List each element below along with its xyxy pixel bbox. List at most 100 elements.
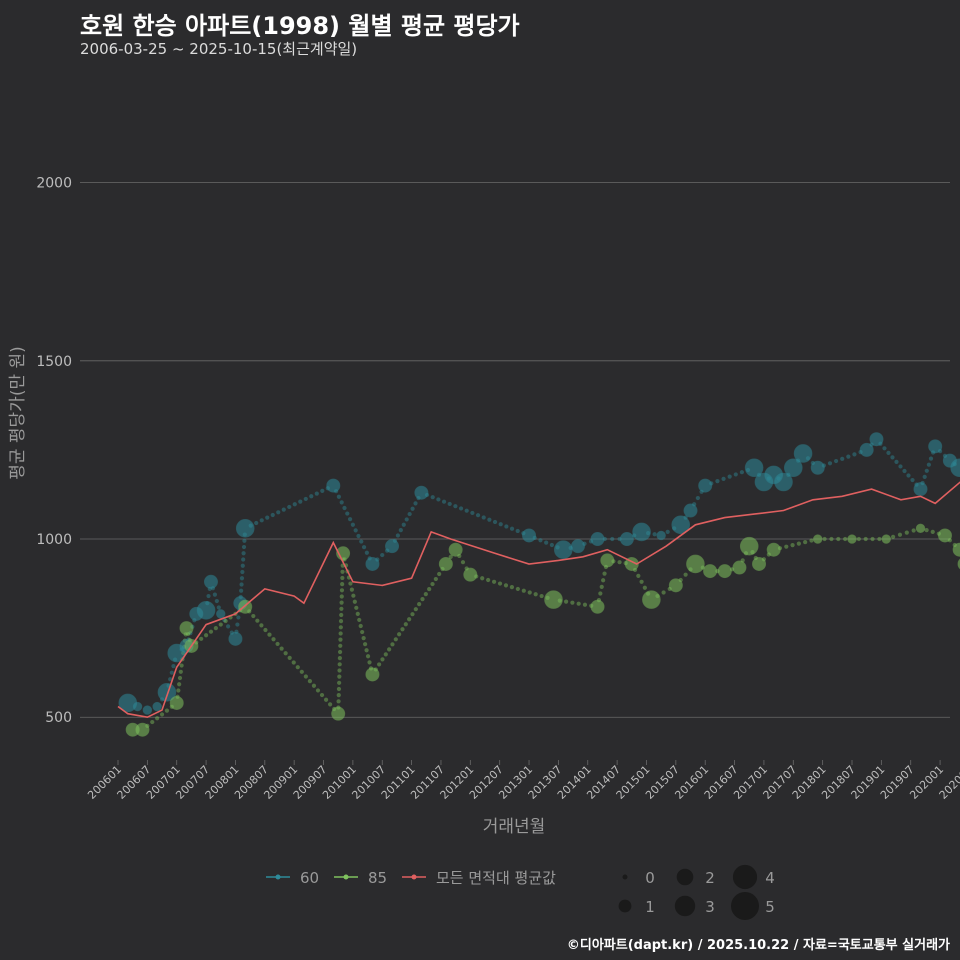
series-85-path-dot [491, 579, 497, 584]
series-85-point [544, 590, 563, 609]
series-60-point [157, 682, 177, 702]
series-85-path-dot [582, 602, 588, 607]
series-85-point [642, 590, 661, 609]
series-85-path-dot [829, 536, 834, 542]
series-85-path-dot [784, 544, 789, 549]
series-60-point [913, 482, 928, 497]
series-85-path-dot [352, 599, 357, 604]
series-60-path-dot [407, 511, 412, 517]
series-60-point [570, 539, 585, 554]
series-60-point [793, 444, 813, 463]
series-85-path-dot [430, 581, 435, 587]
series-85-path-dot [836, 536, 841, 542]
series-60-point [228, 631, 243, 646]
series-85-point [686, 554, 705, 574]
series-60-path-dot [910, 477, 915, 483]
series-85-path-dot [877, 536, 882, 542]
series-60-path-dot [453, 504, 458, 509]
series-85-point [179, 621, 194, 636]
series-85-path-dot [891, 534, 896, 539]
series-85-path-dot [357, 617, 362, 623]
series-60-path-dot [239, 582, 244, 587]
size-legend-label: 0 [645, 869, 655, 887]
series-60-path-dot [833, 458, 839, 464]
y-tick-label: 2000 [36, 176, 72, 192]
series-85-path-dot [809, 538, 814, 543]
series-60-path-dot [441, 499, 447, 504]
series-60-path-dot [364, 550, 369, 555]
series-60-path-dot [216, 605, 221, 610]
series-60-path-dot [336, 494, 341, 499]
series-60-path-dot [345, 511, 350, 516]
series-60-path-dot [733, 472, 738, 477]
series-85-point [365, 667, 380, 682]
series-85-path-dot [364, 648, 369, 653]
series-85-path-dot [339, 600, 344, 605]
series-85-point [448, 542, 463, 557]
series-60-path-dot [239, 588, 244, 593]
series-85-path-dot [515, 586, 520, 592]
series-60-path-dot [276, 510, 281, 515]
series-85-path-dot [164, 708, 170, 713]
series-85-path-dot [338, 631, 343, 636]
series-60-point [783, 458, 803, 478]
series-85-path-dot [349, 587, 355, 592]
y-tick-label: 500 [45, 710, 72, 726]
series-60-path-dot [171, 664, 176, 669]
series-85-path-dot [570, 600, 575, 605]
series-60-path-dot [906, 473, 911, 478]
series-60-path-dot [475, 513, 481, 518]
series-60-dotted-path [159, 441, 957, 702]
series-60-path-dot [380, 552, 385, 558]
series-85-path-dot [433, 576, 438, 582]
series-85-point [169, 695, 184, 710]
series-60-path-dot [356, 533, 361, 539]
series-85-path-dot [410, 612, 415, 617]
series-85-path-dot [527, 590, 532, 595]
series-85-path-dot [315, 688, 321, 693]
series-60-path-dot [447, 501, 452, 507]
series-60-path-dot [549, 542, 554, 548]
size-legend-circle [731, 892, 759, 920]
series-85-path-dot [486, 577, 491, 583]
series-85-point [915, 523, 926, 534]
series-85-path-dot [856, 536, 861, 542]
size-legend-label: 4 [765, 869, 775, 887]
series-85-path-dot [271, 637, 276, 642]
series-85-point [600, 553, 615, 568]
series-85-point [590, 599, 605, 614]
series-60-point [196, 601, 216, 620]
series-85-path-dot [361, 636, 366, 641]
series-85-path-dot [380, 657, 385, 662]
series-60-point [859, 442, 874, 457]
series-85-point [463, 567, 478, 582]
series-85-path-dot [413, 607, 418, 612]
series-85-path-dot [796, 541, 801, 546]
series-85-point [847, 534, 857, 544]
series-60-path-dot [902, 468, 907, 474]
series-85-path-dot [822, 536, 827, 542]
size-legend: 0 1 2 3 4 5 [618, 864, 775, 920]
series-85-point [331, 706, 346, 721]
series-60-path-dot [241, 557, 246, 562]
series-85-path-dot [176, 688, 181, 693]
series-60-path-dot [827, 461, 833, 466]
series-60-point [414, 485, 429, 500]
series-60-path-dot [309, 494, 314, 499]
series-60-point [522, 528, 537, 543]
series-60-point [142, 705, 153, 715]
series-85-point [937, 528, 952, 543]
series-85-path-dot [337, 656, 342, 661]
series-85-point [766, 542, 781, 557]
series-85-path-dot [338, 619, 344, 624]
series-85-path-dot [437, 571, 442, 577]
series-85-path-dot [159, 712, 165, 717]
series-60-path-dot [241, 544, 247, 550]
series-60-path-dot [436, 497, 441, 502]
series-85-path-dot [661, 590, 666, 595]
series-60-path-dot [894, 459, 899, 465]
page-subtitle: 2006-03-25 ~ 2025-10-15(최근계약일) [80, 40, 358, 58]
series-85-path-dot [259, 623, 264, 628]
series-60-path-dot [498, 522, 503, 527]
